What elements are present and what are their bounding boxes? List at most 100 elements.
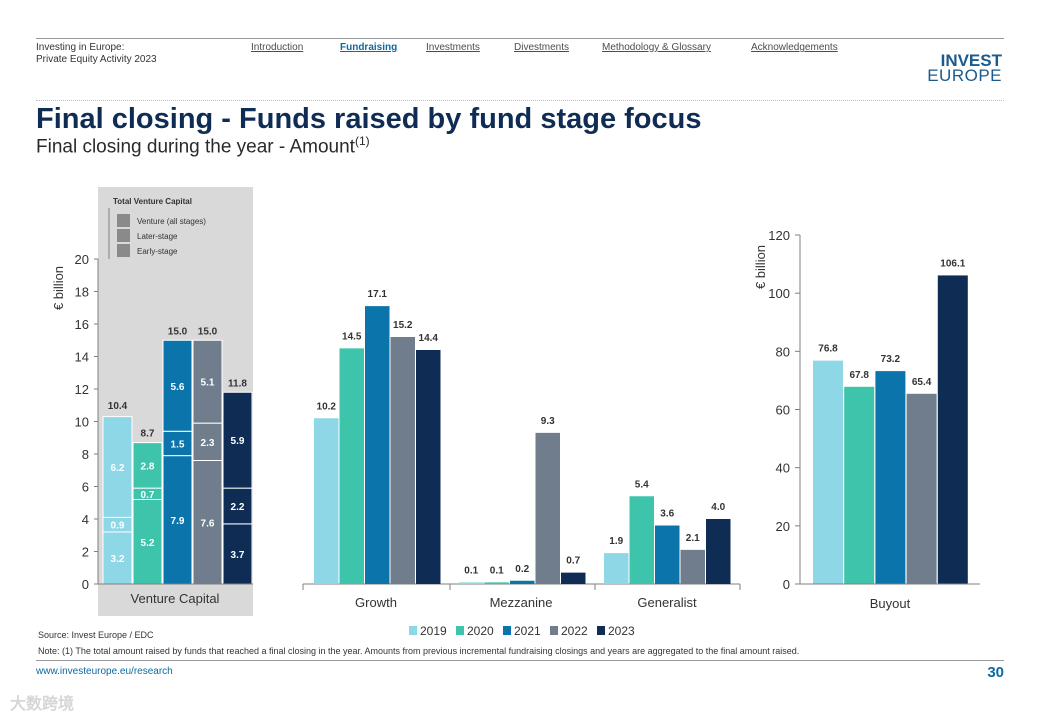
footer-divider: [36, 660, 1004, 661]
vc-bar-segment: [222, 391, 253, 489]
vc-total-label: 10.4: [108, 401, 128, 412]
vc-legend-swatch: [117, 214, 130, 227]
mid-bar: [706, 519, 731, 584]
vc-y-tick-label: 18: [75, 285, 89, 300]
mid-bar-label: 17.1: [368, 289, 388, 300]
vc-y-tick-label: 4: [82, 512, 89, 527]
buyout-bar-label: 106.1: [940, 258, 965, 269]
vc-segment-label: 2.2: [231, 502, 245, 513]
buyout-category-label: Buyout: [870, 596, 911, 611]
buyout-bar: [937, 275, 968, 584]
page-subtitle: Final closing during the year - Amount(1…: [36, 134, 370, 158]
tab-divestments[interactable]: Divestments: [514, 42, 570, 53]
mid-bar: [535, 432, 560, 584]
mid-bar-label: 14.4: [419, 333, 439, 344]
vc-segment-label: 5.1: [201, 378, 215, 389]
buyout-y-tick-label: 120: [768, 228, 790, 243]
divider: [36, 100, 1004, 101]
report-title-line2: Private Equity Activity 2023: [36, 54, 157, 65]
footer-link[interactable]: www.investeurope.eu/research: [36, 666, 173, 677]
buyout-bar: [875, 371, 906, 584]
vc-bar-segment: [162, 339, 193, 432]
source-note: Source: Invest Europe / EDC: [38, 630, 154, 640]
vc-bar-segment: [222, 523, 253, 585]
mid-category-label: Mezzanine: [490, 595, 553, 610]
page-number: 30: [987, 664, 1004, 681]
buyout-bar-label: 67.8: [849, 370, 869, 381]
mid-category-label: Generalist: [637, 595, 697, 610]
tab-methodology-glossary[interactable]: Methodology & Glossary: [602, 42, 711, 53]
buyout-bar: [813, 360, 843, 584]
vc-segment-label: 6.2: [111, 463, 125, 474]
mid-bar: [459, 582, 484, 584]
buyout-bar-label: 73.2: [881, 354, 901, 365]
vc-segment-label: 3.7: [231, 550, 245, 561]
vc-bar-segment: [192, 460, 223, 585]
mid-bar: [484, 582, 509, 584]
subtitle-footnote-ref: (1): [354, 134, 370, 148]
buyout-bar: [844, 386, 875, 584]
vc-segment-label: 2.8: [141, 461, 155, 472]
vc-y-tick-label: 20: [75, 252, 89, 267]
mid-bar: [604, 553, 629, 584]
mid-bar-label: 5.4: [635, 479, 649, 490]
tab-fundraising[interactable]: Fundraising: [340, 42, 398, 53]
vc-y-axis-label: € billion: [51, 266, 66, 310]
vc-segment-label: 7.6: [201, 518, 215, 529]
vc-segment-label: 5.6: [171, 382, 185, 393]
mid-bar-label: 4.0: [711, 502, 725, 513]
mid-bar-label: 0.2: [515, 564, 529, 575]
mid-bar-label: 10.2: [317, 401, 337, 412]
buyout-bar-label: 65.4: [912, 377, 932, 388]
mid-bar-label: 1.9: [609, 536, 623, 547]
legend-label-2022: 2022: [561, 624, 588, 638]
vc-y-tick-label: 16: [75, 317, 89, 332]
vc-total-label: 8.7: [141, 429, 155, 440]
tab-acknowledgements[interactable]: Acknowledgements: [751, 42, 838, 53]
vc-y-tick-label: 2: [82, 545, 89, 560]
tab-introduction[interactable]: Introduction: [251, 42, 304, 53]
mid-bar-label: 14.5: [342, 331, 362, 342]
legend-swatch-2022: [550, 626, 558, 635]
report-title: Investing in Europe: Private Equity Acti…: [36, 42, 236, 66]
vc-segment-label: 2.3: [201, 438, 215, 449]
vc-bar-segment: [102, 416, 133, 518]
vc-y-tick-label: 0: [82, 577, 89, 592]
legend-swatch-2020: [456, 626, 464, 635]
footnote: Note: (1) The total amount raised by fun…: [38, 646, 800, 656]
buyout-y-tick-label: 40: [776, 461, 790, 476]
mid-bar: [510, 580, 535, 584]
mid-bar-label: 3.6: [660, 509, 674, 520]
mid-bar: [390, 337, 415, 584]
legend-swatch-2021: [503, 626, 511, 635]
mid-bar: [314, 418, 339, 584]
vc-bar-segment: [132, 499, 163, 585]
tab-investments[interactable]: Investments: [426, 42, 480, 53]
buyout-y-axis-label: € billion: [753, 245, 768, 289]
legend-label-2020: 2020: [467, 624, 494, 638]
vc-y-tick-label: 6: [82, 480, 89, 495]
vc-segment-label: 0.7: [141, 490, 155, 501]
buyout-y-tick-label: 20: [776, 519, 790, 534]
mid-bar-label: 0.1: [490, 565, 504, 576]
mid-bar-label: 15.2: [393, 320, 413, 331]
buyout-y-tick-label: 0: [783, 577, 790, 592]
buyout-y-tick-label: 100: [768, 286, 790, 301]
vc-segment-label: 5.9: [231, 436, 245, 447]
mid-bar-label: 9.3: [541, 416, 555, 427]
vc-segment-label: 0.9: [111, 521, 125, 532]
buyout-y-tick-label: 80: [776, 344, 790, 359]
mid-bar-label: 0.1: [464, 565, 478, 576]
watermark: 大数跨境: [10, 696, 75, 713]
vc-legend-swatch: [117, 229, 130, 242]
invest-europe-logo[interactable]: INVEST EUROPE: [927, 52, 1002, 84]
vc-segment-label: 1.5: [171, 439, 185, 450]
mid-bar-label: 2.1: [686, 533, 700, 544]
vc-bar-segment: [192, 339, 223, 424]
vc-y-tick-label: 12: [75, 382, 89, 397]
buyout-y-tick-label: 60: [776, 403, 790, 418]
vc-bar-segment: [132, 442, 163, 489]
report-title-line1: Investing in Europe:: [36, 42, 125, 53]
buyout-bar-label: 76.8: [818, 344, 838, 355]
